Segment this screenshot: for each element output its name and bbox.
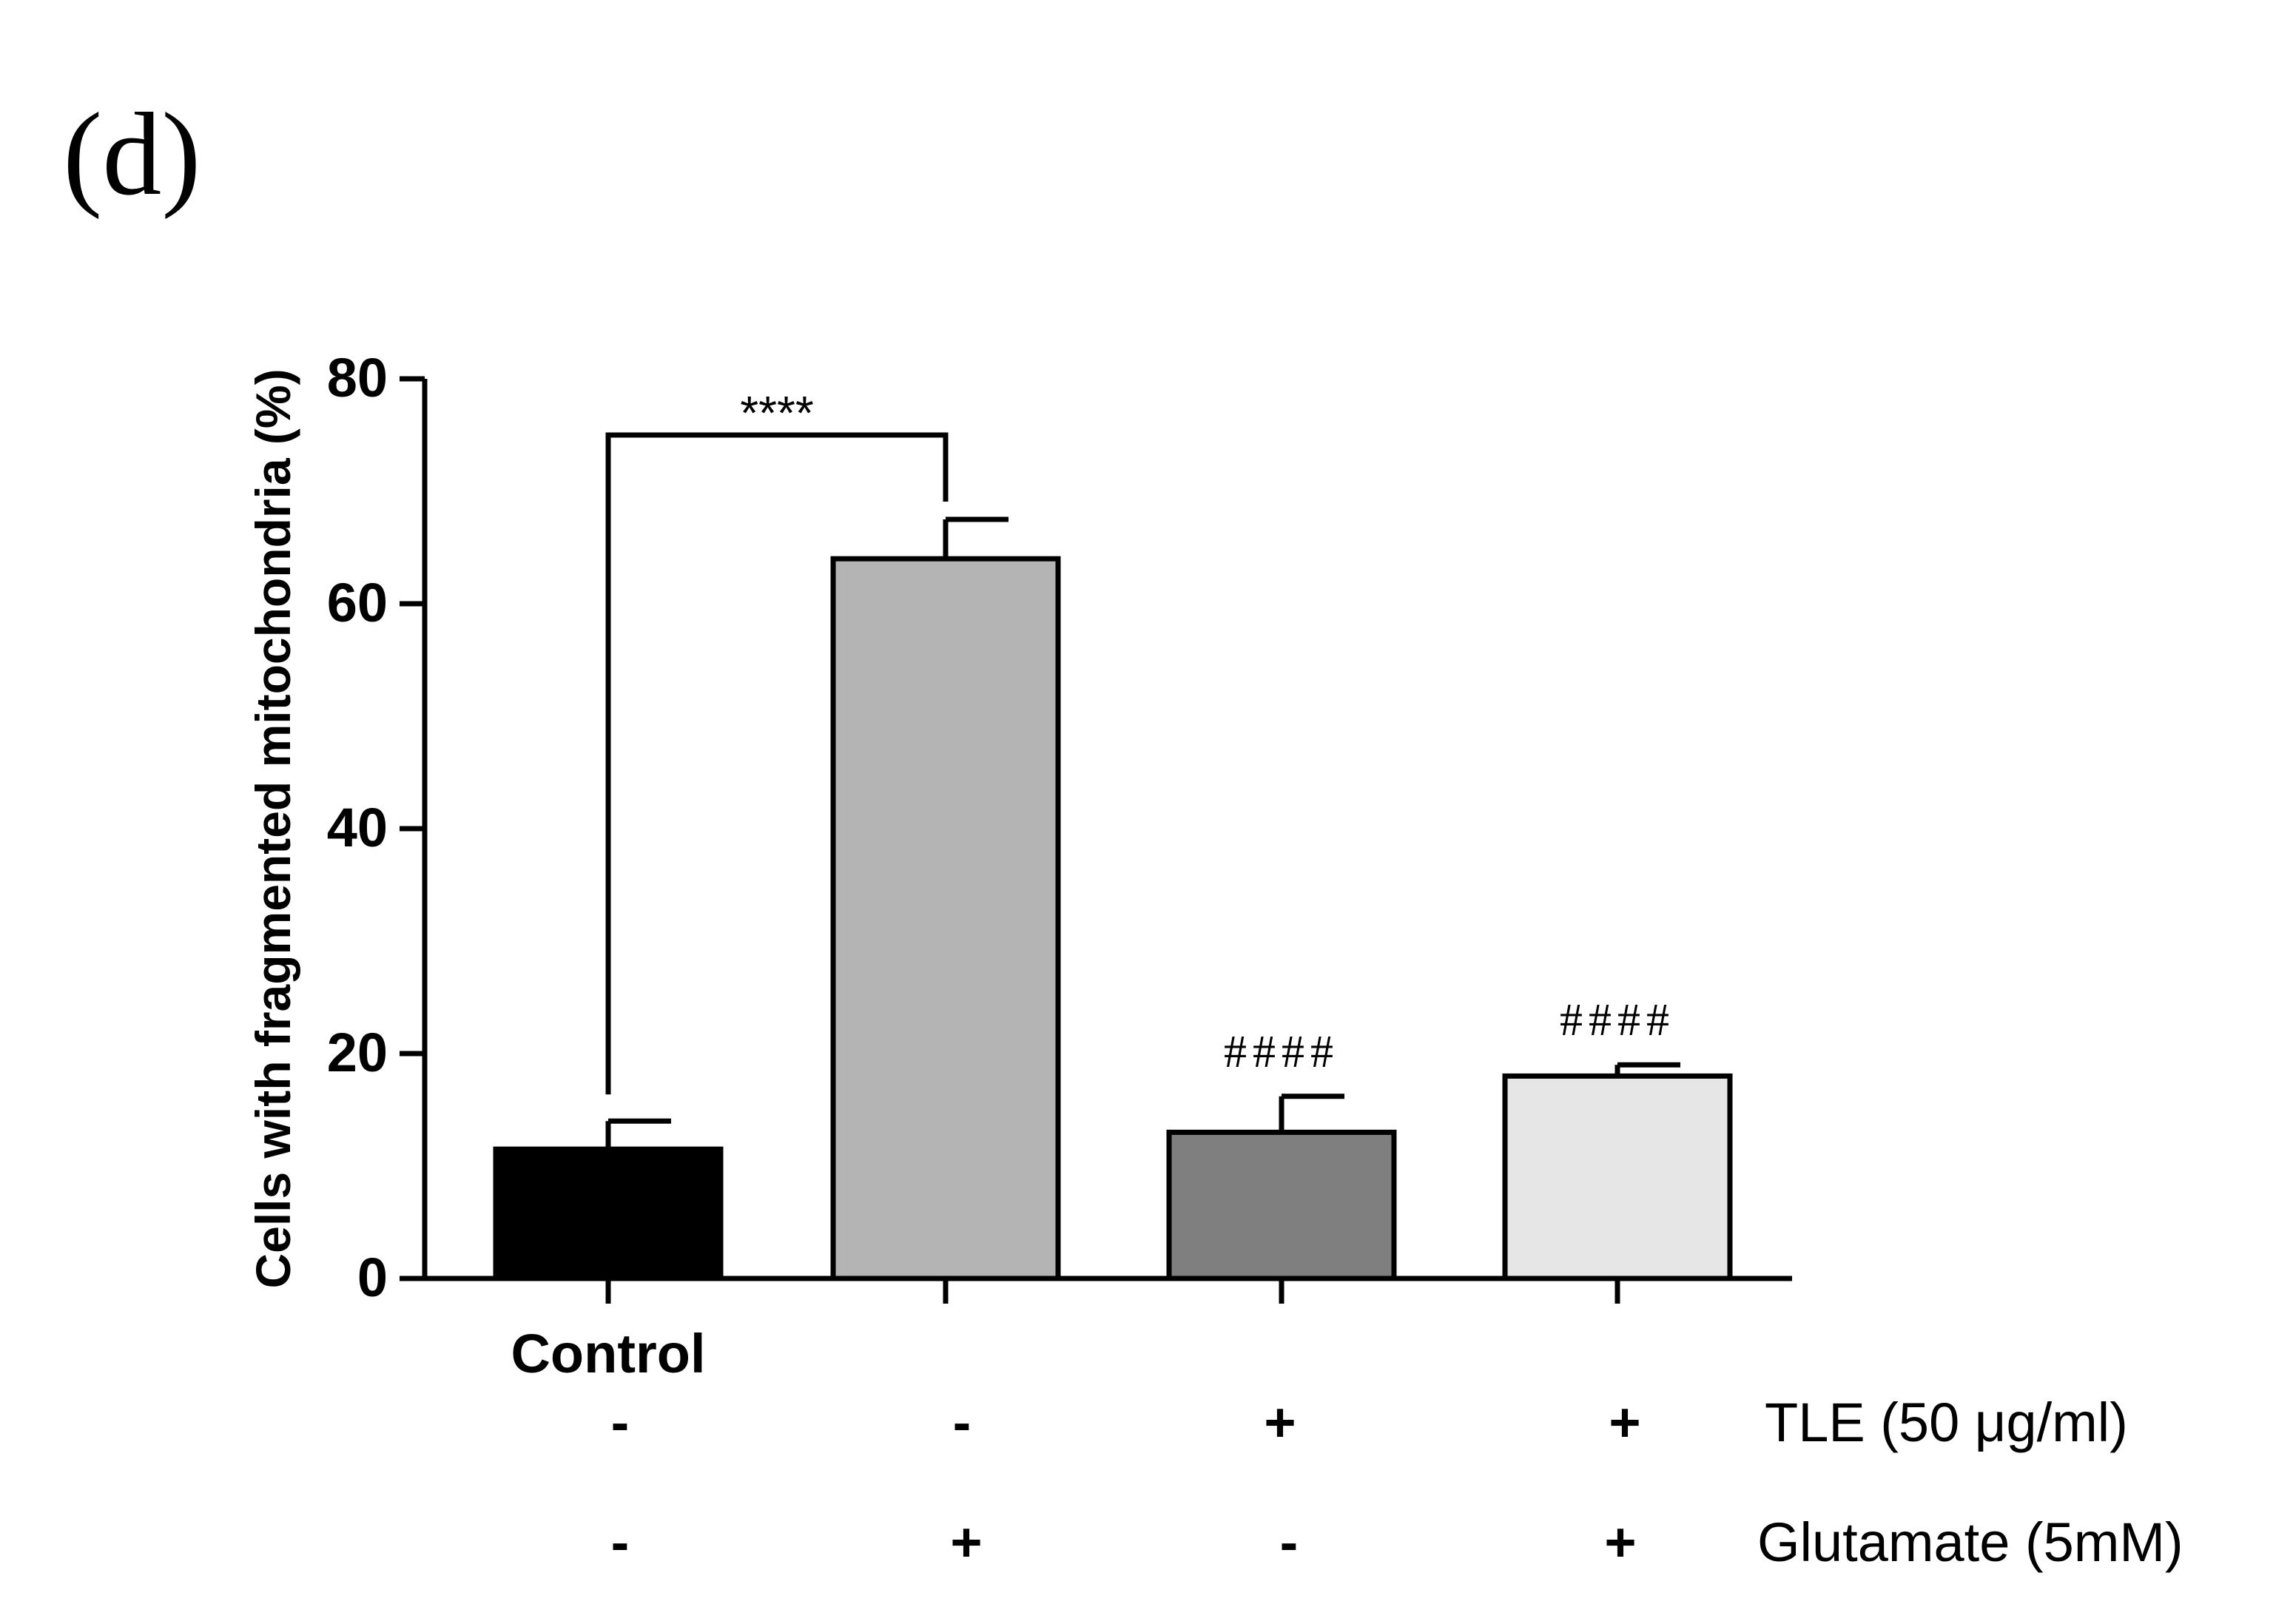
y-tick-label: 60 — [327, 572, 388, 633]
bars — [493, 556, 1733, 1281]
error-bars — [605, 516, 1680, 1150]
significance-marker: #### — [1560, 995, 1675, 1045]
bar — [1166, 1129, 1397, 1281]
y-tick-label: 40 — [327, 797, 388, 858]
treatment-row-label: TLE (50 μg/ml) — [1765, 1392, 2128, 1453]
treatment-table: - - + + TLE (50 μg/ml) - + - + Glutamate (5mM) — [611, 1392, 2183, 1573]
bar — [493, 1146, 724, 1281]
treatment-sign: - — [953, 1392, 972, 1453]
treatment-row-label: Glutamate (5mM) — [1757, 1512, 2183, 1573]
y-tick-label: 20 — [327, 1022, 388, 1083]
treatment-sign: + — [1604, 1512, 1636, 1573]
treatment-sign: - — [611, 1392, 630, 1453]
axes: 0 20 40 60 80 Control — [327, 347, 1792, 1384]
y-axis-label: Cells with fragmented mitochondria (%) — [246, 368, 300, 1288]
treatment-sign: + — [1609, 1392, 1640, 1453]
y-tick-label: 80 — [327, 347, 388, 408]
significance-bracket — [605, 432, 949, 1095]
x-category-label: Control — [511, 1323, 705, 1384]
significance-annotations: **** #### #### — [605, 386, 1675, 1095]
treatment-sign: - — [611, 1512, 630, 1573]
y-tick-label: 0 — [357, 1247, 388, 1308]
treatment-sign: - — [1280, 1512, 1299, 1573]
bar — [1502, 1073, 1733, 1281]
treatment-sign: + — [1264, 1392, 1296, 1453]
bar — [830, 556, 1061, 1281]
panel-label: (d) — [63, 88, 201, 220]
treatment-sign: + — [950, 1512, 982, 1573]
significance-marker: #### — [1224, 1027, 1339, 1077]
significance-label: **** — [740, 386, 814, 439]
